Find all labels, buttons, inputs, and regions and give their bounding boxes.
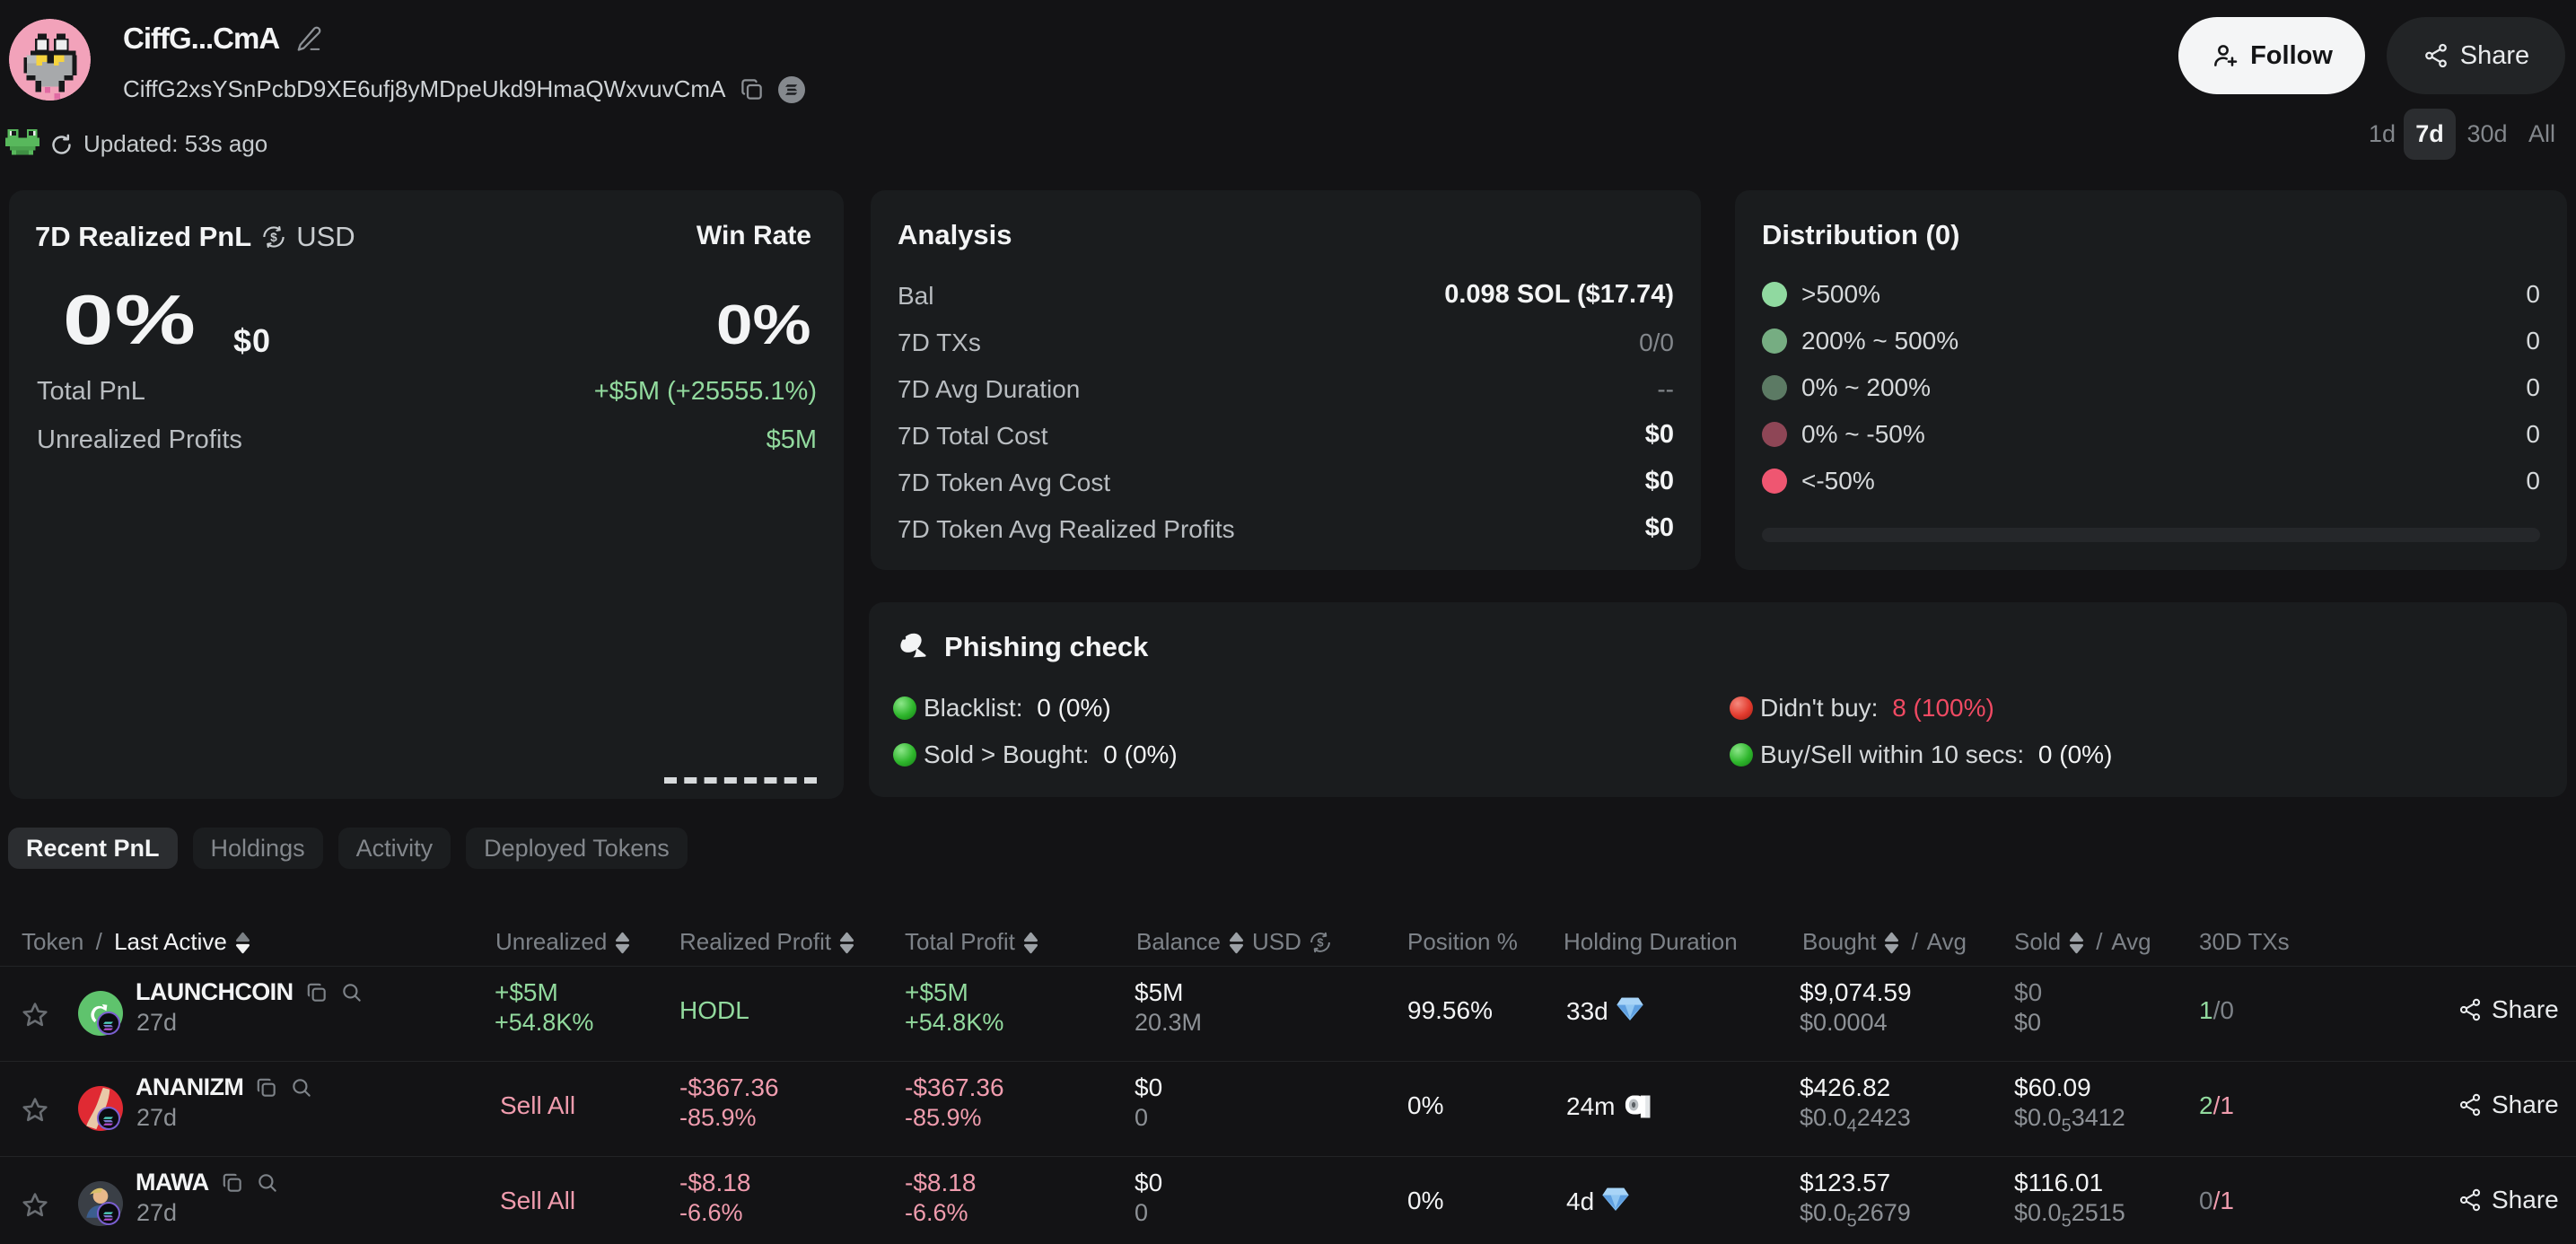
svg-text:$: $ <box>1318 935 1324 949</box>
svg-text:$: $ <box>270 231 277 244</box>
